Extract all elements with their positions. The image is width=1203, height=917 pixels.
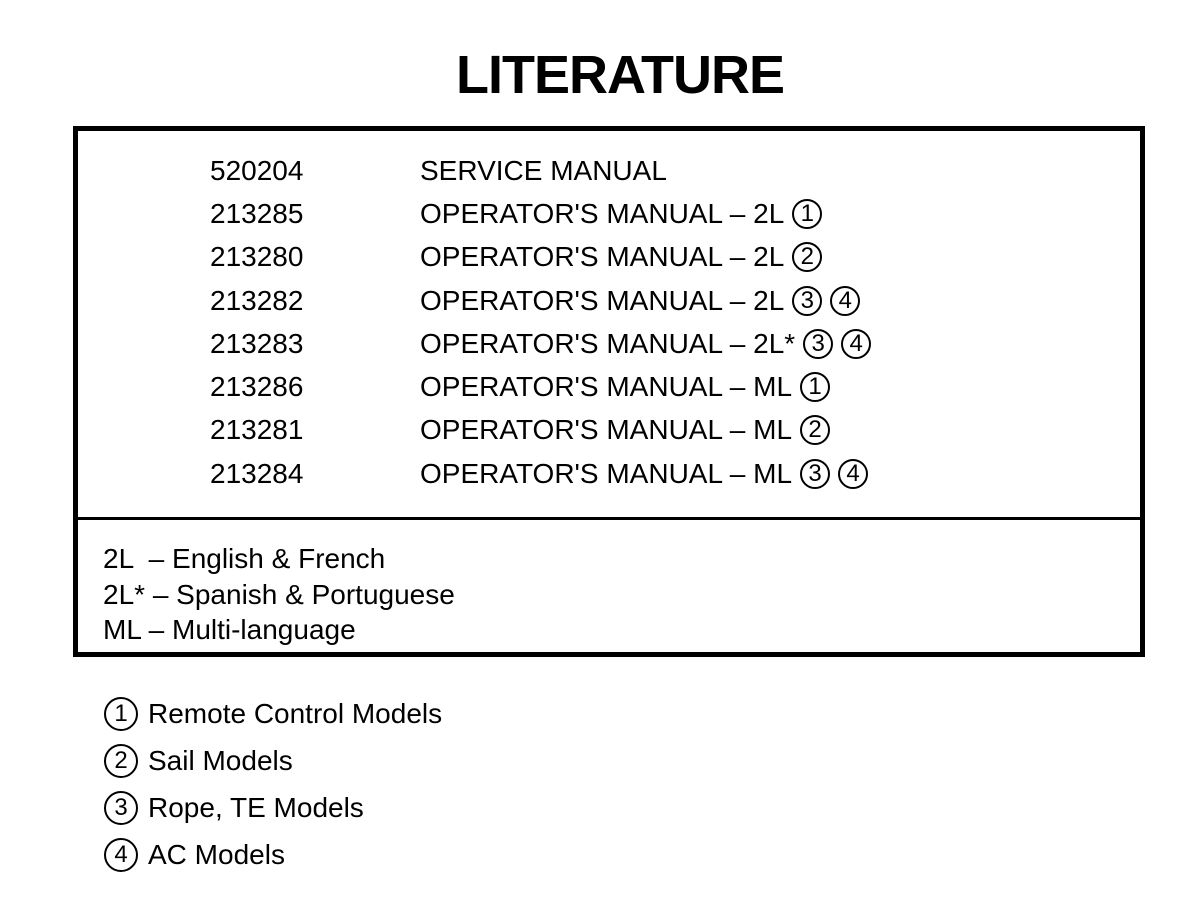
literature-table: 520204 SERVICE MANUAL 213285 OPERATOR'S MAN… — [73, 126, 1145, 657]
language-item: ML – Multi-language — [103, 614, 356, 645]
circled-number-icon: 2 — [792, 242, 823, 273]
circled-number-icon: 3 — [803, 328, 834, 359]
description: OPERATOR'S MANUAL – 2L* — [420, 327, 796, 359]
note-item: 4 AC Models — [104, 831, 442, 878]
table-row: 213282 OPERATOR'S MANUAL – 2L 3 4 — [210, 279, 871, 322]
divider — [78, 517, 1140, 520]
language-item: 2L* – Spanish & Portuguese — [103, 578, 455, 610]
circled-number-icon: 1 — [104, 696, 138, 731]
table-row: 520204 SERVICE MANUAL — [210, 149, 871, 192]
part-number: 213286 — [210, 371, 304, 403]
note-text: Remote Control Models — [148, 697, 443, 729]
description: OPERATOR'S MANUAL – ML — [420, 371, 793, 403]
note-item: 3 Rope, TE Models — [104, 784, 442, 831]
table-row: 213284 OPERATOR'S MANUAL – ML 3 4 — [210, 452, 871, 495]
circled-number-icon: 4 — [841, 328, 872, 359]
circled-number-icon: 4 — [838, 458, 869, 489]
description: OPERATOR'S MANUAL – 2L — [420, 284, 785, 316]
table-row: 213281 OPERATOR'S MANUAL – ML 2 — [210, 409, 871, 452]
circled-number-icon: 2 — [800, 415, 831, 446]
part-number: 213280 — [210, 241, 304, 273]
note-text: Sail Models — [148, 744, 293, 776]
note-text: AC Models — [148, 838, 285, 870]
description: OPERATOR'S MANUAL – 2L — [420, 197, 785, 229]
table-row: 213285 OPERATOR'S MANUAL – 2L 1 — [210, 192, 871, 235]
description: OPERATOR'S MANUAL – 2L — [420, 241, 785, 273]
circled-number-icon: 3 — [104, 790, 138, 825]
description: OPERATOR'S MANUAL – ML — [420, 414, 793, 446]
part-number: 520204 — [210, 154, 304, 186]
circled-number-icon: 1 — [800, 372, 831, 403]
literature-list: 520204 SERVICE MANUAL 213285 OPERATOR'S MAN… — [210, 149, 872, 495]
part-number: 213282 — [210, 284, 304, 316]
circled-number-icon: 3 — [792, 285, 823, 316]
description: OPERATOR'S MANUAL – ML — [420, 457, 793, 489]
table-row: 213280 OPERATOR'S MANUAL – 2L 2 — [210, 236, 871, 279]
circled-number-icon: 4 — [104, 837, 138, 872]
circled-number-icon: 4 — [830, 285, 861, 316]
part-number: 213281 — [210, 414, 304, 446]
table-row: 213283 OPERATOR'S MANUAL – 2L* 3 4 — [210, 322, 872, 365]
part-number: 213285 — [210, 197, 304, 229]
note-text: Rope, TE Models — [148, 791, 364, 823]
note-item: 2 Sail Models — [104, 737, 442, 784]
language-item: 2L – English & French — [103, 543, 386, 574]
note-item: 1 Remote Control Models — [104, 690, 442, 737]
language-legend: 2L – English & French 2L* – Spanish & Por… — [103, 541, 455, 648]
part-number: 213283 — [210, 327, 304, 359]
description: SERVICE MANUAL — [420, 154, 667, 186]
circled-number-icon: 1 — [792, 198, 823, 229]
circled-number-icon: 2 — [104, 743, 138, 778]
model-notes: 1 Remote Control Models 2 Sail Models 3 Rope,… — [104, 690, 442, 878]
table-row: 213286 OPERATOR'S MANUAL – ML 1 — [210, 365, 871, 408]
page-title: LITERATURE — [456, 45, 785, 105]
circled-number-icon: 3 — [800, 458, 831, 489]
part-number: 213284 — [210, 457, 304, 489]
